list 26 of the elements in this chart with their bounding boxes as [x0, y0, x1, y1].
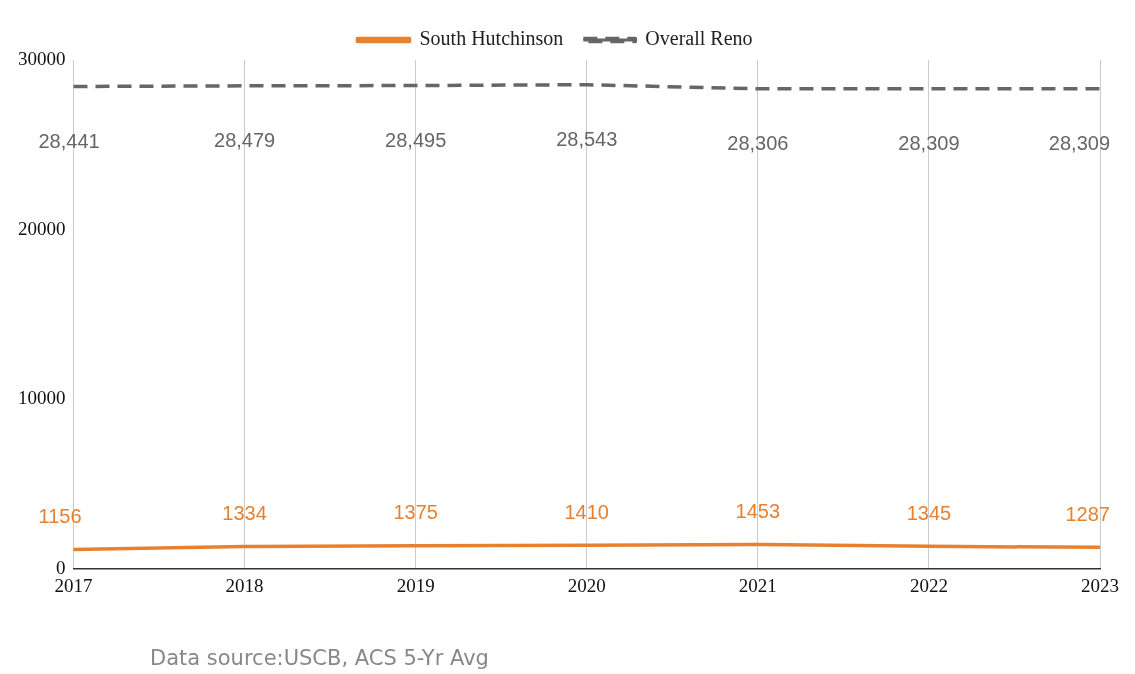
- x-tick-label: 2021: [738, 574, 777, 596]
- data-label: 1410: [564, 500, 609, 523]
- data-label: 1334: [222, 502, 267, 525]
- data-label: 1375: [393, 501, 438, 524]
- y-tick-label: 30000: [18, 47, 66, 69]
- data-label: 1453: [735, 500, 781, 523]
- data-label: 28,495: [385, 129, 447, 152]
- data-label: 1156: [38, 505, 82, 528]
- x-tick-label: 2023: [1081, 574, 1119, 596]
- data-label: 28,306: [727, 132, 789, 155]
- legend-label: Overall Reno: [645, 27, 753, 50]
- y-tick-label: 20000: [18, 217, 66, 239]
- data-label: 28,441: [38, 129, 100, 152]
- x-tick-label: 2019: [396, 574, 435, 596]
- data-label: 28,479: [214, 129, 276, 152]
- data-label: 1345: [906, 501, 952, 524]
- x-tick-label: 2018: [225, 574, 264, 596]
- y-tick-label: 10000: [18, 387, 66, 409]
- data-label: 28,309: [898, 132, 960, 155]
- legend-label: South Hutchinson: [419, 27, 564, 50]
- data-label: 28,543: [556, 128, 618, 151]
- source-note: Data source:USCB, ACS 5-Yr Avg: [150, 646, 489, 671]
- data-label: 1287: [1065, 502, 1110, 525]
- x-tick-label: 2020: [567, 574, 606, 596]
- x-tick-label: 2022: [909, 574, 948, 596]
- data-label: 28,309: [1048, 132, 1110, 155]
